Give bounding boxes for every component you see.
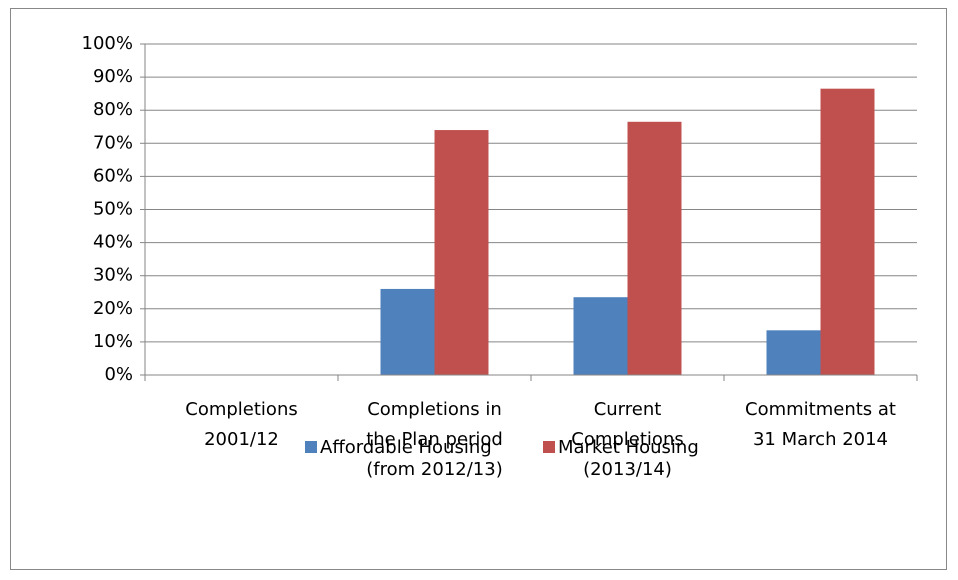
bar xyxy=(820,88,875,375)
y-tick-label: 90% xyxy=(93,66,133,87)
bar xyxy=(766,330,821,375)
y-tick-label: 10% xyxy=(93,331,133,352)
x-tick-label: Current Completions (2013/14) xyxy=(571,399,683,480)
y-tick-label: 30% xyxy=(93,265,133,286)
bar xyxy=(434,130,489,375)
y-tick-label: 80% xyxy=(93,99,133,120)
legend-swatch xyxy=(305,441,317,453)
y-tick-label: 100% xyxy=(82,33,133,54)
x-tick-label: Completions in the Plan period (from 2012/… xyxy=(366,399,503,480)
y-tick-label: 60% xyxy=(93,165,133,186)
y-tick-label: 40% xyxy=(93,232,133,253)
y-tick-label: 70% xyxy=(93,132,133,153)
legend-label: Market Housing xyxy=(558,437,699,458)
x-tick-label: Commitments at 31 March 2014 xyxy=(745,399,896,450)
y-tick-label: 0% xyxy=(104,364,133,385)
legend-swatch xyxy=(543,441,555,453)
bar xyxy=(627,121,682,375)
x-tick-label: Completions 2001/12 xyxy=(185,399,297,450)
bar xyxy=(573,297,628,375)
y-tick-label: 20% xyxy=(93,298,133,319)
y-tick-label: 50% xyxy=(93,199,133,220)
legend-label: Affordable Housing xyxy=(320,437,492,458)
bar xyxy=(380,288,435,375)
